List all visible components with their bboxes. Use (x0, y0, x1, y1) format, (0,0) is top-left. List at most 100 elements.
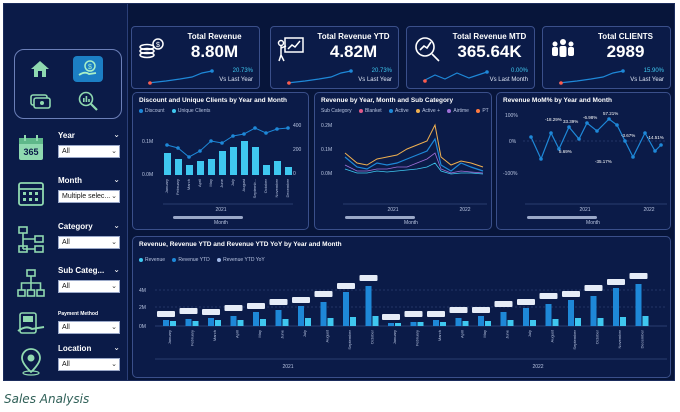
kpi-change: 20.73% (232, 68, 253, 74)
revenue-bar (170, 321, 176, 326)
revenue-bar (237, 320, 244, 326)
revenue-bar (305, 318, 311, 326)
legend-item[interactable]: Unique Clients (171, 108, 210, 114)
revenue-ytd-bar (253, 312, 259, 326)
legend-item[interactable]: Revenue YTD (172, 257, 210, 263)
presentation-chart-icon (277, 37, 304, 62)
revenue-bar (620, 317, 626, 326)
revenue-bar (462, 321, 469, 326)
hierarchy-icon (18, 226, 44, 253)
data-label: -14.51% (647, 135, 664, 140)
chart-title: Revenue, Revenue YTD and Revenue YTD YoY… (139, 241, 342, 248)
filter-label: Payment Method (58, 311, 99, 317)
cash-stack-icon[interactable] (25, 88, 55, 114)
x-tick-label: December (640, 329, 645, 348)
revenue-ytd-bar (568, 300, 574, 326)
legend-item[interactable]: Airtime (447, 108, 469, 114)
legend-item[interactable]: Discount (139, 108, 164, 114)
payment-method-select[interactable]: All ⌄ (58, 321, 120, 334)
filter-payment-method: Payment Method All ⌄ (16, 307, 124, 347)
data-label-box (157, 311, 175, 317)
kpi-value: 365.64K (457, 42, 522, 61)
revenue-ytd-bar (185, 319, 192, 326)
data-label: -3.67% (621, 133, 635, 138)
chevron-icon[interactable]: ⌄ (113, 221, 120, 230)
chevron-icon[interactable]: ⌄ (113, 265, 120, 274)
chevron-icon[interactable]: ⌄ (113, 343, 120, 352)
legend-item[interactable]: Active (389, 108, 409, 114)
month-select[interactable]: Multiple selec... ⌄ (58, 190, 120, 203)
dropdown-arrow-icon: ⌄ (111, 193, 117, 200)
kpi-total-clients: Total CLIENTS 2989 15.90% Vs Last Year (542, 26, 671, 89)
category-select[interactable]: All ⌄ (58, 236, 120, 249)
revenue-bar (327, 318, 334, 326)
filter-label: Month (58, 176, 82, 185)
x-tick-label: September (572, 329, 577, 349)
x-tick-label: February (175, 179, 180, 195)
kpi-value: 2989 (606, 42, 645, 61)
x-tick-label: April (197, 179, 202, 187)
dropdown-arrow-icon: ⌄ (111, 148, 117, 155)
x-tick-label: October (370, 329, 375, 344)
kpi-sparkline (558, 69, 625, 85)
discount-bars (164, 141, 292, 175)
kpi-sparkline (286, 69, 353, 85)
data-label-box (539, 293, 558, 299)
data-label-box (314, 291, 333, 297)
chart-revenue-mom: Revenue MoM% by Year and Month 100% 0% -… (496, 92, 671, 230)
x-tick-label: July (527, 330, 532, 337)
x-tick-label: January (167, 330, 172, 344)
location-select[interactable]: All ⌄ (58, 358, 120, 371)
revenue-ytd-bar (523, 308, 529, 326)
revenue-ytd-bar (478, 316, 484, 326)
chevron-icon[interactable]: ⌄ (113, 130, 120, 139)
data-label-box (292, 297, 310, 303)
filter-sub-category: Sub Categ... ⌄ All ⌄ (16, 265, 124, 306)
series-line (344, 162, 484, 175)
kpi-total-revenue: $ Total Revenue 8.80M 20.73% Vs Last Yea… (131, 26, 260, 89)
legend-item[interactable]: Revenue (139, 257, 165, 263)
revenue-ytd-bar (410, 322, 417, 326)
x-tick-label: January (164, 179, 169, 193)
x-tick-label: November (617, 329, 622, 348)
data-label-box (562, 291, 580, 297)
y-tick-label: -100% (503, 171, 518, 177)
chevron-icon[interactable]: ⌄ (113, 175, 120, 184)
chart-legend: Discount Unique Clients (139, 108, 216, 114)
search-chart-icon[interactable] (73, 88, 103, 114)
chart-revenue-subcategory: Revenue by Year, Month and Sub Category … (314, 92, 492, 230)
legend-item[interactable]: Blanket (358, 108, 382, 114)
revenue-bar (417, 322, 424, 326)
revenue-ytd-bar (635, 284, 642, 326)
scrollbar[interactable] (345, 216, 415, 219)
kpi-title: Total CLIENTS (598, 32, 653, 41)
sub-category-select[interactable]: All ⌄ (58, 280, 120, 293)
year-select[interactable]: All ⌄ (58, 145, 120, 158)
x-axis-label: Month (404, 220, 418, 226)
nav-icon-grid: $ (14, 49, 122, 119)
data-label-box (269, 299, 288, 305)
legend-item[interactable]: PT (476, 108, 489, 114)
scrollbar[interactable] (173, 216, 243, 219)
year-label: 2022 (459, 207, 470, 213)
legend-item[interactable]: Revenue YTD YoY (217, 257, 265, 263)
year-label: 2021 (579, 207, 590, 213)
chart-title: Discount and Unique Clients by Year and … (139, 97, 287, 104)
revenue-bar (530, 320, 536, 326)
legend-item[interactable]: Active + (416, 108, 440, 114)
revenue-bar (372, 316, 379, 326)
filter-label: Sub Categ... (58, 266, 105, 275)
x-tick-label: September (347, 329, 352, 349)
y-tick-label: 0.1M (142, 139, 153, 145)
kpi-value: 8.80M (190, 42, 239, 61)
home-icon[interactable] (25, 56, 55, 82)
data-label-box (247, 303, 265, 309)
mom-line (530, 118, 662, 161)
scrollbar[interactable] (527, 216, 597, 219)
dashboard-frame: $ 365 Year ⌄ All ⌄ Month ⌄ Multiple selec… (3, 3, 675, 381)
money-hand-icon[interactable]: $ (73, 56, 103, 82)
revenue-ytd-bar (343, 292, 349, 326)
kpi-title: Total Revenue YTD (317, 32, 390, 41)
revenue-bar (215, 320, 221, 326)
dropdown-arrow-icon: ⌄ (111, 283, 117, 290)
